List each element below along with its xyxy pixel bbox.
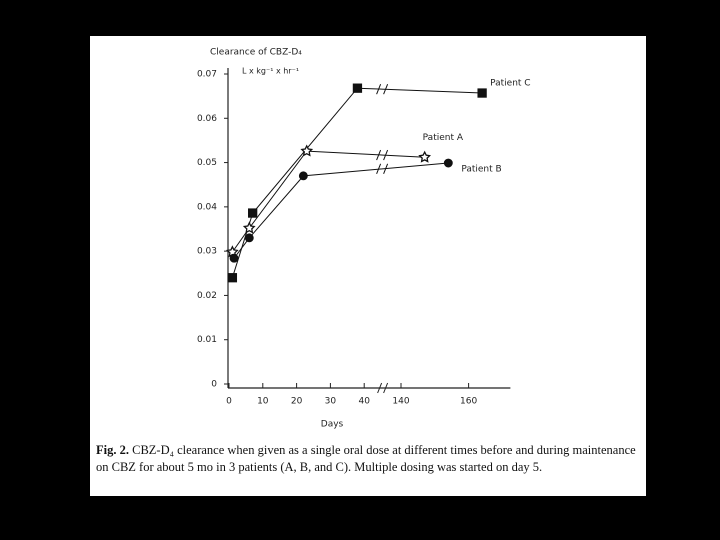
marker [477,88,487,98]
paper [90,36,646,496]
y-tick-label: 0.01 [197,335,217,345]
series-line [231,87,483,278]
x-tick-label: 10 [257,397,269,407]
series-line [233,162,449,259]
axis-break [377,382,389,394]
y-tick-label: 0 [211,380,217,390]
figure-label: Fig. 2. [96,443,129,457]
marker [352,83,363,93]
marker [248,208,258,218]
x-tick-label: 160 [460,397,477,407]
marker [227,273,238,283]
x-tick-label: 0 [226,397,232,407]
y-tick-label: 0.04 [197,202,217,212]
marker [244,233,254,243]
x-tick-label: 140 [392,397,409,407]
y-tick-label: 0.05 [197,158,217,168]
unit-label: L x kg⁻¹ x hr⁻¹ [242,67,299,76]
x-tick-label: 30 [325,397,337,407]
y-tick-label: 0.03 [197,247,217,257]
caption-text: CBZ-D₄ clearance when given as a single … [96,443,636,474]
caption: Fig. 2. CBZ-D₄ clearance when given as a… [96,442,641,476]
line-break [376,83,389,95]
marker [443,158,453,168]
marker [418,150,432,163]
series-label: Patient C [490,79,530,89]
line-break [376,163,389,175]
y-tick-label: 0.07 [197,70,217,80]
marker [242,221,256,234]
line-break [376,149,389,161]
marker [229,253,239,263]
series-label: Patient B [461,165,501,175]
y-tick-label: 0.06 [197,114,217,124]
y-tick-label: 0.02 [197,291,217,301]
x-tick-label: 20 [291,397,303,407]
x-axis-title: Days [321,420,344,430]
y-axis-title: Clearance of CBZ-D₄ [210,48,302,58]
series-line [231,150,425,253]
x-tick-label: 40 [358,397,370,407]
marker [298,171,308,181]
marker [300,144,314,157]
series-label: Patient A [423,133,464,143]
